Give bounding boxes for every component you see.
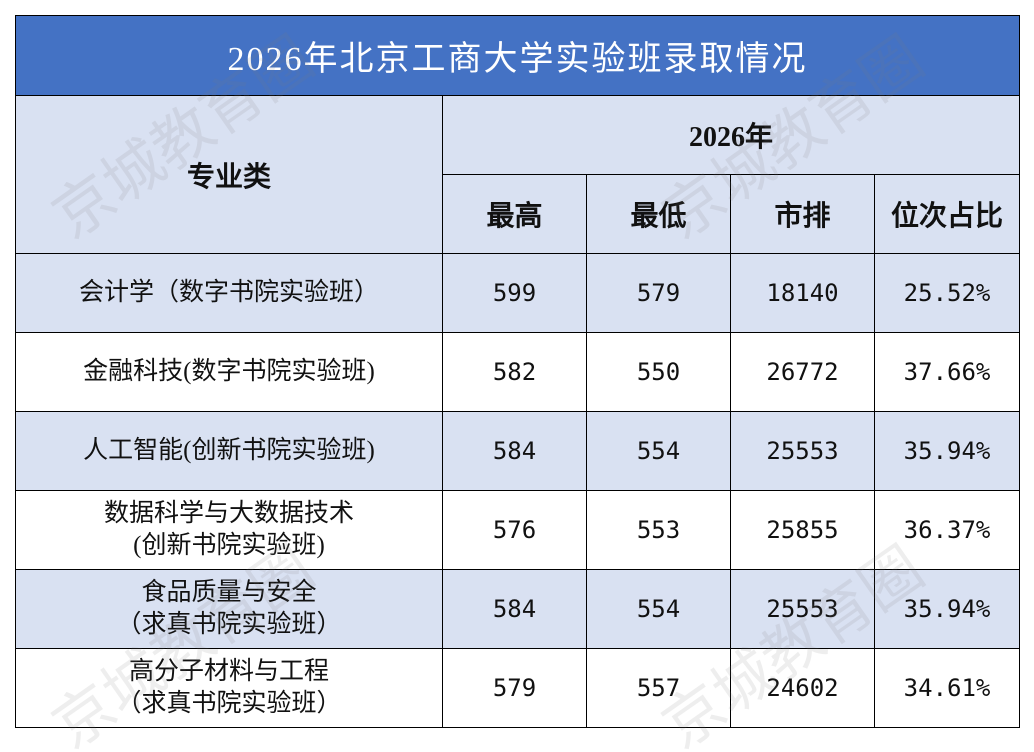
category-line: 数据科学与大数据技术 <box>103 500 354 527</box>
value-cell: 25.52% <box>873 253 1021 333</box>
value-cell: 35.94% <box>873 569 1021 649</box>
category-line: 高分子材料与工程 <box>128 658 329 685</box>
category-cell: 数据科学与大数据技术 (创新书院实验班) <box>15 490 443 570</box>
data-row: 食品质量与安全 （求真书院实验班） 584 554 25553 35.94% <box>15 569 1021 649</box>
data-row: 高分子材料与工程 （求真书院实验班） 579 557 24602 34.61% <box>15 648 1021 728</box>
column-header-row: 最高 最低 市排 位次占比 <box>16 174 1021 254</box>
category-cell: 人工智能(创新书院实验班) <box>15 411 443 491</box>
column-header: 位次占比 <box>873 174 1021 254</box>
value-cell: 25855 <box>730 490 875 570</box>
value-cell: 554 <box>586 569 731 649</box>
value-cell: 554 <box>586 411 731 491</box>
column-header: 最高 <box>442 174 587 254</box>
value-cell: 25553 <box>730 411 875 491</box>
table-body: 2026年北京工商大学实验班录取情况 专业类 2026年 最高 最低 市排 位次占比 … <box>14 15 1021 728</box>
column-header: 最低 <box>586 174 731 254</box>
value-cell: 24602 <box>730 648 875 728</box>
data-row: 数据科学与大数据技术 (创新书院实验班) 576 553 25855 36.37% <box>15 490 1021 570</box>
category-line: （求真书院实验班） <box>116 690 342 717</box>
category-line: 食品质量与安全 <box>141 579 317 606</box>
data-row: 金融科技(数字书院实验班) 582 550 26772 37.66% <box>15 332 1021 412</box>
table-title: 2026年北京工商大学实验班录取情况 <box>14 15 1021 96</box>
column-header: 市排 <box>730 174 875 254</box>
category-line: （求真书院实验班） <box>116 611 342 638</box>
category-line: 人工智能(创新书院实验班) <box>83 437 375 464</box>
value-cell: 584 <box>442 569 587 649</box>
value-cell: 579 <box>586 253 731 333</box>
category-cell: 金融科技(数字书院实验班) <box>15 332 443 412</box>
value-cell: 25553 <box>730 569 875 649</box>
value-cell: 582 <box>442 332 587 412</box>
category-line: 金融科技(数字书院实验班) <box>83 358 375 385</box>
value-cell: 26772 <box>730 332 875 412</box>
category-cell: 会计学（数字书院实验班） <box>15 253 443 333</box>
value-cell: 34.61% <box>873 648 1021 728</box>
value-cell: 36.37% <box>873 490 1021 570</box>
value-cell: 550 <box>586 332 731 412</box>
value-cell: 35.94% <box>873 411 1021 491</box>
category-cell: 高分子材料与工程 （求真书院实验班） <box>15 648 443 728</box>
value-cell: 599 <box>442 253 587 333</box>
value-cell: 18140 <box>730 253 875 333</box>
value-cell: 553 <box>586 490 731 570</box>
value-cell: 37.66% <box>873 332 1021 412</box>
category-header: 专业类 <box>15 95 443 254</box>
category-line: 会计学（数字书院实验班） <box>78 279 379 306</box>
value-cell: 576 <box>442 490 587 570</box>
data-row: 会计学（数字书院实验班） 599 579 18140 25.52% <box>15 253 1021 333</box>
year-header: 2026年 <box>441 95 1021 175</box>
data-row: 人工智能(创新书院实验班) 584 554 25553 35.94% <box>15 411 1021 491</box>
value-cell: 579 <box>442 648 587 728</box>
category-line: (创新书院实验班) <box>133 532 325 559</box>
admission-table: 2026年北京工商大学实验班录取情况 专业类 2026年 最高 最低 市排 位次占比 … <box>14 15 1021 728</box>
title-row: 2026年北京工商大学实验班录取情况 <box>14 15 1021 96</box>
category-cell: 食品质量与安全 （求真书院实验班） <box>15 569 443 649</box>
header-row: 专业类 2026年 <box>15 95 1021 254</box>
value-cell: 557 <box>586 648 731 728</box>
value-cell: 584 <box>442 411 587 491</box>
